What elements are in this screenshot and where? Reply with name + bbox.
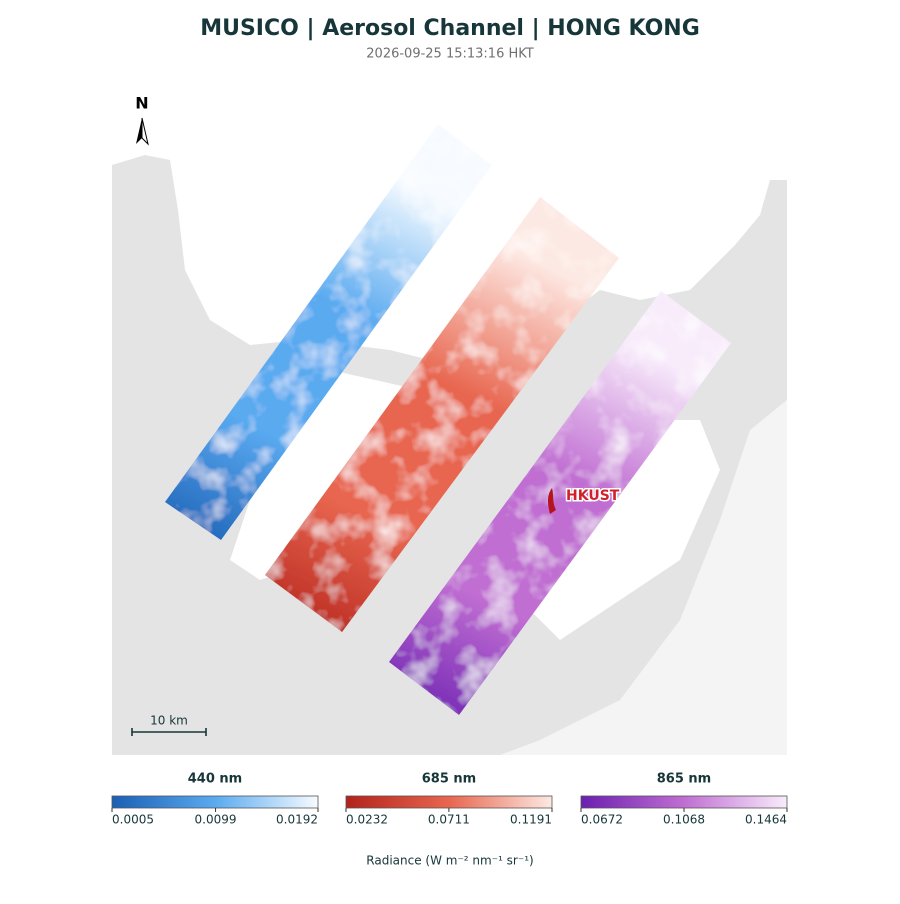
colorbar-title: 865 nm [657,772,711,787]
map: N 10 km HKUST [112,94,787,755]
colorbar-tick-label: 0.1464 [745,813,787,827]
scale-label: 10 km [150,714,188,728]
colorbar-tick-label: 0.0711 [428,813,470,827]
colorbar-tick-label: 0.0005 [112,813,154,827]
colorbar-tick-label: 0.1191 [510,813,552,827]
colorbar [580,795,788,809]
hkust-label: HKUST [566,488,620,504]
colorbar-tick-label: 0.0099 [195,813,237,827]
north-arrow [141,117,149,146]
strip-440 [165,124,492,540]
north-arrow [136,118,142,144]
colorbar-tick-label: 0.0672 [581,813,623,827]
colorbars: 440 nm 0.0005 0.0099 0.0192 685 nm 0.0232 0.07… [111,772,788,827]
colorbar-axis-label: Radiance (W m⁻² nm⁻¹ sr⁻¹) [366,854,533,868]
colorbar-title: 685 nm [422,772,476,787]
title: MUSICO | Aerosol Channel | HONG KONG [200,16,700,41]
island [730,290,787,345]
colorbar-tick-label: 0.0192 [276,813,318,827]
colorbar-title: 440 nm [188,772,242,787]
colorbar [345,795,553,809]
water [112,150,787,360]
colorbar-tick-label: 0.1068 [663,813,705,827]
water [500,400,787,755]
strip-685 [265,197,619,632]
north-label: N [135,94,148,113]
colorbar-tick-label: 0.0232 [346,813,388,827]
colorbar [111,795,319,809]
hkust-marker [548,488,556,514]
scale-bar [131,728,207,736]
subtitle: 2026-09-25 15:13:16 HKT [366,47,533,62]
strip-865 [389,291,731,715]
